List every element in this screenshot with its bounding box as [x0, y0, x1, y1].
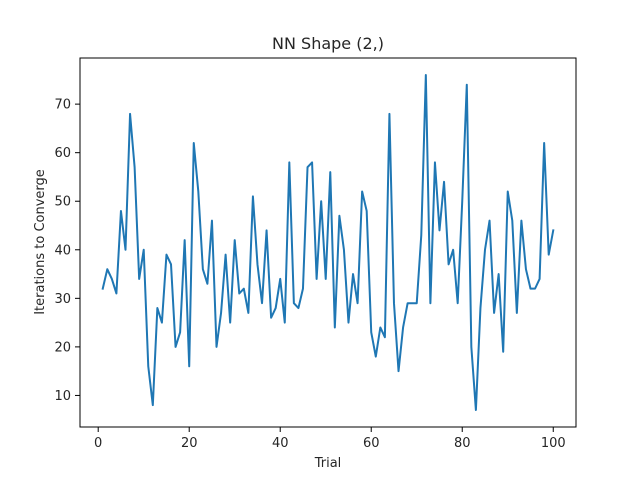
x-tick-label: 80	[454, 436, 471, 451]
x-axis-label: Trial	[314, 456, 342, 471]
y-axis: 10 20 30 40 50 60 70	[54, 98, 80, 404]
y-tick-label: 50	[54, 195, 71, 210]
y-axis-label: Iterations to Converge	[33, 169, 48, 315]
x-tick-label: 0	[94, 436, 102, 451]
y-tick-label: 30	[54, 292, 71, 307]
x-tick-label: 40	[272, 436, 289, 451]
y-tick-label: 20	[54, 340, 71, 355]
x-tick-label: 60	[363, 436, 380, 451]
y-tick-label: 60	[54, 146, 71, 161]
chart-title: NN Shape (2,)	[272, 34, 384, 53]
x-axis: 0 20 40 60 80 100	[94, 427, 566, 451]
x-tick-label: 100	[541, 436, 566, 451]
y-tick-label: 10	[54, 389, 71, 404]
y-tick-label: 40	[54, 243, 71, 258]
axes-frame	[79, 57, 577, 428]
series-line-0	[101, 73, 555, 412]
x-tick-label: 20	[181, 436, 198, 451]
plot-area	[79, 57, 577, 428]
y-tick-label: 70	[54, 98, 71, 113]
